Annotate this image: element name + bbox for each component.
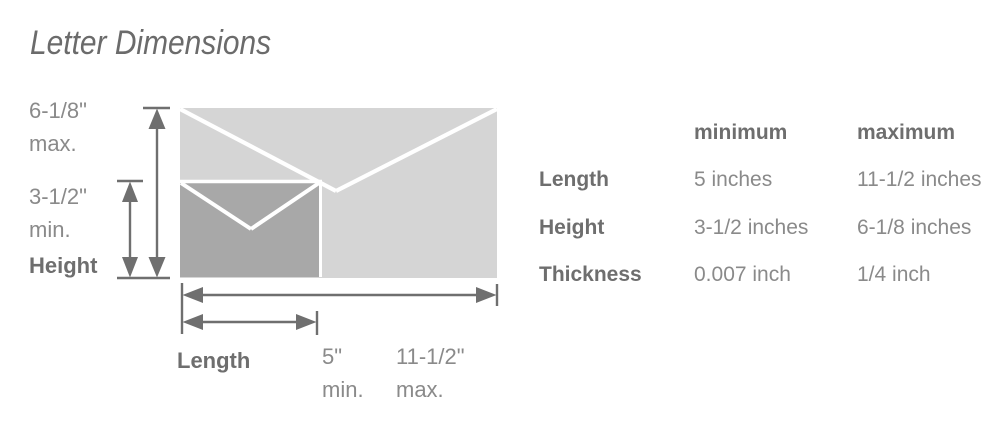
length-max-arrowhead-right bbox=[476, 287, 497, 303]
length-min-value: 5" bbox=[322, 344, 343, 369]
table-row-thickness: Thickness 0.007 inch 1/4 inch bbox=[539, 262, 999, 288]
height-min-arrowhead-down bbox=[122, 257, 138, 278]
dimension-arrows bbox=[117, 106, 499, 335]
row-minimum: 3-1/2 inches bbox=[694, 216, 809, 239]
length-max-value: 11-1/2" bbox=[396, 344, 465, 369]
height-max-label: 6-1/8" max. bbox=[29, 94, 87, 160]
row-maximum: 1/4 inch bbox=[857, 263, 931, 286]
row-maximum: 11-1/2 inches bbox=[857, 168, 982, 191]
length-axis-label: Length bbox=[177, 348, 251, 373]
height-min-arrowhead-up bbox=[122, 181, 138, 202]
length-min-qualifier: min. bbox=[322, 377, 364, 402]
page-title: Letter Dimensions bbox=[30, 24, 272, 62]
table-row-height: Height 3-1/2 inches 6-1/8 inches bbox=[539, 215, 999, 241]
row-label: Height bbox=[539, 216, 605, 239]
header-spacer bbox=[539, 120, 694, 146]
length-max-qualifier: max. bbox=[396, 377, 444, 402]
length-max-arrowhead-left bbox=[182, 287, 203, 303]
header-minimum: minimum bbox=[694, 121, 788, 144]
row-label: Length bbox=[539, 168, 609, 191]
row-maximum: 6-1/8 inches bbox=[857, 216, 972, 239]
height-min-qualifier: min. bbox=[29, 217, 71, 242]
table-header-row: minimum maximum bbox=[539, 120, 999, 146]
length-min-label: 5" min. bbox=[322, 340, 364, 406]
height-axis-label: Height bbox=[29, 253, 98, 278]
header-maximum: maximum bbox=[857, 121, 956, 144]
height-min-label: 3-1/2" min. bbox=[29, 180, 87, 246]
large-envelope-flap-lines bbox=[179, 107, 498, 193]
table-row-length: Length 5 inches 11-1/2 inches bbox=[539, 167, 999, 193]
height-max-arrowhead-up bbox=[148, 108, 166, 129]
height-max-arrowhead-down bbox=[148, 257, 166, 278]
row-minimum: 0.007 inch bbox=[694, 263, 791, 286]
height-min-value: 3-1/2" bbox=[29, 184, 87, 209]
length-min-arrowhead-left bbox=[182, 314, 203, 330]
row-label: Thickness bbox=[539, 263, 642, 286]
height-max-value: 6-1/8" bbox=[29, 98, 87, 123]
row-minimum: 5 inches bbox=[694, 168, 773, 191]
height-max-qualifier: max. bbox=[29, 131, 77, 156]
small-envelope-outline bbox=[179, 179, 322, 277]
length-min-arrowhead-right bbox=[296, 314, 317, 330]
length-max-label: 11-1/2" max. bbox=[396, 340, 465, 406]
dimensions-table: minimum maximum Length 5 inches 11-1/2 i… bbox=[539, 0, 999, 320]
